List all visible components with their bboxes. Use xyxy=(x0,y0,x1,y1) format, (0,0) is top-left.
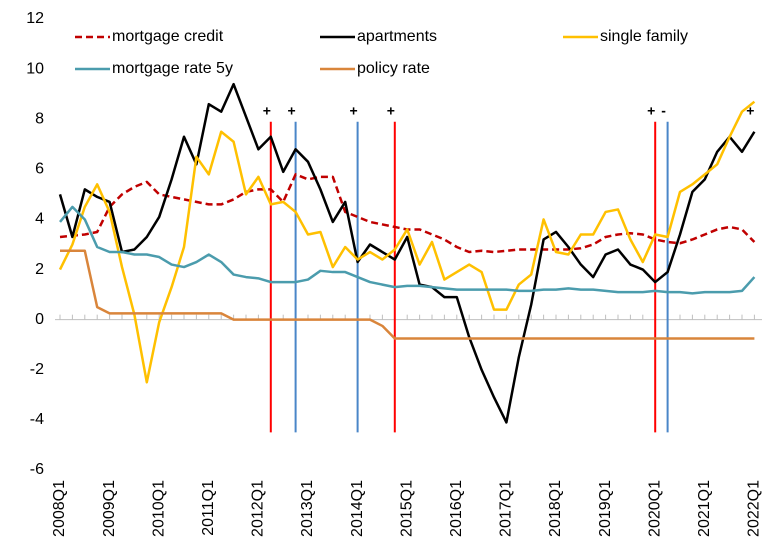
x-tick-label: 2015Q1 xyxy=(398,480,415,537)
x-tick-label: 2016Q1 xyxy=(448,480,465,537)
event-label: - xyxy=(661,102,666,118)
y-tick-label: -6 xyxy=(30,461,44,478)
event-label: + xyxy=(387,102,395,118)
legend-label: single family xyxy=(600,28,688,45)
series-line xyxy=(58,100,756,384)
legend-label: policy rate xyxy=(357,60,430,77)
y-tick-label: -2 xyxy=(30,361,44,378)
event-label: + xyxy=(350,102,358,118)
series-line xyxy=(58,82,756,424)
y-tick-label: 12 xyxy=(26,10,44,27)
y-tick-label: 0 xyxy=(35,311,44,328)
series-line xyxy=(59,205,756,295)
x-tick-label: 2019Q1 xyxy=(597,480,614,537)
x-tick-label: 2012Q1 xyxy=(250,480,267,537)
y-tick-label: -4 xyxy=(30,411,44,428)
x-tick-label: 2010Q1 xyxy=(150,480,167,537)
x-tick-label: 2017Q1 xyxy=(498,480,515,537)
y-tick-label: 8 xyxy=(35,110,44,127)
y-tick-label: 2 xyxy=(35,261,44,278)
y-tick-label: 4 xyxy=(35,211,44,228)
x-tick-label: 2014Q1 xyxy=(349,480,366,537)
x-tick-label: 2022Q1 xyxy=(746,480,763,537)
x-tick-label: 2011Q1 xyxy=(200,480,217,536)
legend-label: mortgage credit xyxy=(112,28,224,45)
x-tick-label: 2013Q1 xyxy=(299,480,316,537)
event-label: + xyxy=(746,102,754,118)
legend-label: mortgage rate 5y xyxy=(112,60,233,77)
y-tick-label: 6 xyxy=(35,161,44,178)
event-label: + xyxy=(263,102,271,118)
event-label: + xyxy=(288,102,296,118)
legend-label: apartments xyxy=(357,28,437,45)
x-tick-label: 2021Q1 xyxy=(696,480,713,537)
x-tick-label: 2009Q1 xyxy=(101,480,118,537)
x-tick-label: 2018Q1 xyxy=(547,480,564,537)
x-tick-label: 2020Q1 xyxy=(646,480,663,537)
x-tick-label: 2008Q1 xyxy=(51,480,68,537)
event-label: + xyxy=(647,102,655,118)
series-line xyxy=(60,249,755,340)
y-tick-label: 10 xyxy=(26,60,44,77)
